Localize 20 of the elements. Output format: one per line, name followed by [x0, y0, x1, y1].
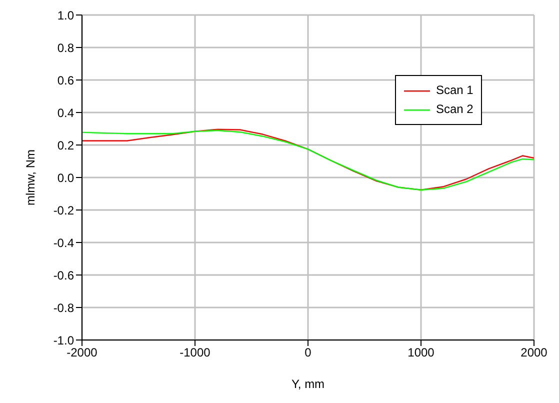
y-tick-label: -0.8 — [53, 300, 74, 315]
x-axis-title: Y, mm — [291, 377, 325, 391]
x-tick-label: 2000 — [520, 346, 548, 360]
y-tick-label: -0.6 — [53, 268, 74, 282]
y-tick-label: 0.8 — [57, 40, 74, 55]
y-tick-label: 0.4 — [57, 106, 74, 120]
y-tick-label: -0.4 — [53, 236, 74, 250]
x-tick-label: 0 — [304, 346, 312, 360]
y-tick-label: 0.6 — [57, 73, 74, 88]
x-tick-label: 1000 — [408, 346, 435, 360]
y-tick-label: -1.0 — [53, 333, 74, 348]
y-tick-label: 1.0 — [57, 8, 74, 22]
legend-label: Scan 2 — [436, 101, 474, 118]
y-tick-label: -0.2 — [53, 203, 74, 218]
y-tick-label: 0.2 — [57, 138, 74, 152]
x-tick-label: -2000 — [66, 346, 98, 360]
x-tick-label: -1000 — [180, 346, 211, 360]
legend-label: Scan 1 — [436, 82, 474, 99]
y-tick-label: 0.0 — [57, 170, 74, 185]
y-axis-title: mlmw, Nm — [23, 150, 38, 206]
